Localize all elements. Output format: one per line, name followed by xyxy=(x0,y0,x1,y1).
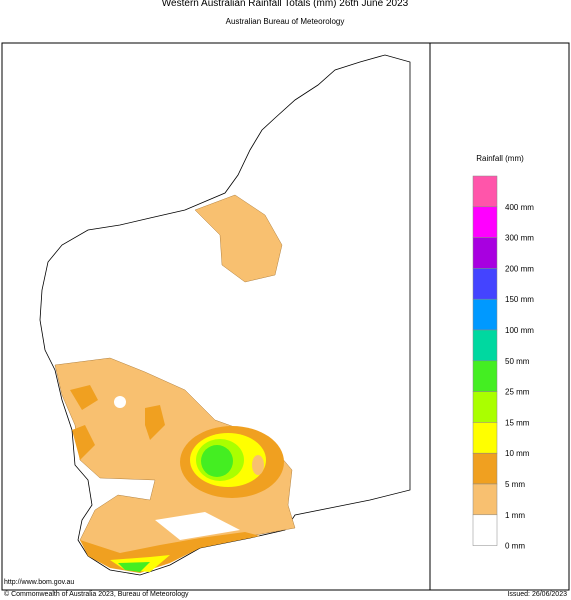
legend-label: 15 mm xyxy=(505,418,530,427)
legend-title: Rainfall (mm) xyxy=(476,154,524,163)
rain-area xyxy=(118,562,150,572)
rain-area xyxy=(70,385,98,410)
legend-swatch xyxy=(472,514,498,546)
legend-label: 1 mm xyxy=(505,511,525,520)
legend-swatch xyxy=(472,360,498,392)
legend-label: 50 mm xyxy=(505,357,530,366)
footer-issued: Issued: 26/06/2023 xyxy=(507,591,567,598)
legend-swatch xyxy=(472,391,498,423)
legend-label: 10 mm xyxy=(505,449,530,458)
footer-url: http://www.bom.gov.au xyxy=(4,579,74,586)
rain-area xyxy=(72,425,95,460)
legend-swatch xyxy=(472,237,498,269)
legend-swatch xyxy=(472,298,498,331)
legend-swatch xyxy=(472,206,498,238)
legend-swatch xyxy=(472,422,498,454)
legend-swatch xyxy=(472,175,498,208)
legend-frame xyxy=(429,42,570,591)
legend-label: 400 mm xyxy=(505,203,534,212)
footer-copyright: © Commonwealth of Australia 2023, Bureau… xyxy=(4,590,189,598)
rain-area xyxy=(194,194,283,283)
legend-label: 200 mm xyxy=(505,264,534,273)
rain-area xyxy=(252,455,264,475)
legend-swatch xyxy=(472,329,498,362)
legend-label: 300 mm xyxy=(505,234,534,243)
legend-label: 100 mm xyxy=(505,326,534,335)
subtitle: Australian Bureau of Meteorology xyxy=(226,17,345,26)
legend-swatch xyxy=(472,268,498,300)
legend-label: 0 mm xyxy=(505,542,525,551)
dry-area xyxy=(114,396,126,408)
rain-area xyxy=(145,405,165,440)
legend-swatch xyxy=(472,452,498,485)
map xyxy=(39,54,411,576)
title: Western Australian Rainfall Totals (mm) … xyxy=(162,0,409,9)
dry-area xyxy=(155,512,240,540)
rain-area xyxy=(201,445,233,477)
legend-label: 5 mm xyxy=(505,480,525,489)
legend-label: 150 mm xyxy=(505,295,534,304)
legend-label: 25 mm xyxy=(505,388,530,397)
legend-swatch xyxy=(472,483,498,516)
